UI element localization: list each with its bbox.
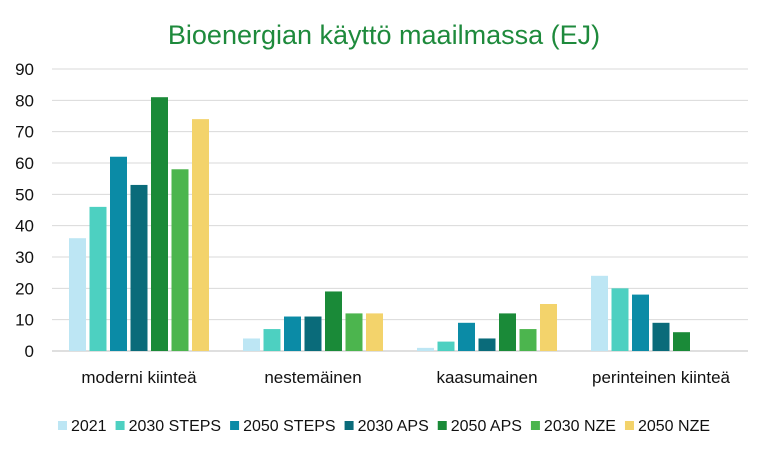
bar — [345, 313, 363, 351]
y-tick-label: 70 — [15, 123, 34, 142]
category-label: perinteinen kiinteä — [592, 368, 731, 387]
y-axis-ticks: 0 10 20 30 40 50 60 70 80 90 — [15, 60, 34, 361]
bar — [458, 322, 475, 351]
y-tick-label: 40 — [15, 217, 34, 236]
category-label: moderni kiinteä — [81, 368, 197, 387]
bar — [110, 156, 127, 351]
legend-label: 2050 NZE — [638, 418, 710, 435]
legend-label: 2050 STEPS — [243, 418, 336, 435]
bar — [652, 322, 670, 351]
legend-swatch — [437, 421, 447, 430]
legend-label: 2030 APS — [358, 418, 429, 435]
legend-swatch — [230, 421, 240, 430]
category-label: kaasumainen — [436, 368, 537, 387]
bar — [304, 316, 322, 351]
bar — [69, 238, 86, 351]
category-labels: moderni kiinteä nestemäinen kaasumainen per… — [81, 368, 730, 387]
legend-label: 2050 APS — [451, 418, 522, 435]
bar — [263, 329, 281, 351]
bar — [89, 206, 107, 351]
bar — [611, 288, 629, 351]
bar — [591, 275, 608, 351]
legend-label: 2030 NZE — [544, 418, 616, 435]
legend-swatch — [624, 421, 634, 430]
bar — [478, 338, 496, 351]
category-label: nestemäinen — [264, 368, 361, 387]
legend-swatch — [57, 421, 67, 430]
legend-label: 2021 — [71, 418, 107, 435]
chart-title: Bioenergian käyttö maailmassa (EJ) — [168, 20, 600, 50]
bar — [325, 291, 342, 351]
bars — [69, 97, 690, 351]
bar — [540, 304, 557, 351]
legend-swatch — [115, 421, 125, 430]
legend-swatch — [530, 421, 540, 430]
bar — [151, 97, 168, 351]
bar — [366, 313, 383, 351]
legend: 2021 2030 STEPS 2050 STEPS 2030 APS 2050 APS… — [57, 418, 710, 435]
y-tick-label: 20 — [15, 279, 34, 298]
bar — [673, 332, 690, 351]
y-tick-label: 0 — [25, 342, 34, 361]
y-tick-label: 80 — [15, 91, 34, 110]
legend-label: 2030 STEPS — [129, 418, 222, 435]
legend-swatch — [344, 421, 354, 430]
y-tick-label: 50 — [15, 185, 34, 204]
bar — [417, 347, 434, 351]
bar — [519, 329, 537, 351]
y-tick-label: 30 — [15, 248, 34, 267]
y-tick-label: 90 — [15, 60, 34, 79]
bar — [171, 169, 189, 351]
bar — [632, 294, 649, 351]
y-tick-label: 10 — [15, 311, 34, 330]
bar — [284, 316, 301, 351]
bar — [499, 313, 516, 351]
bar — [192, 119, 209, 351]
bar — [437, 341, 455, 351]
bar — [130, 184, 148, 351]
y-tick-label: 60 — [15, 154, 34, 173]
bar — [243, 338, 260, 351]
